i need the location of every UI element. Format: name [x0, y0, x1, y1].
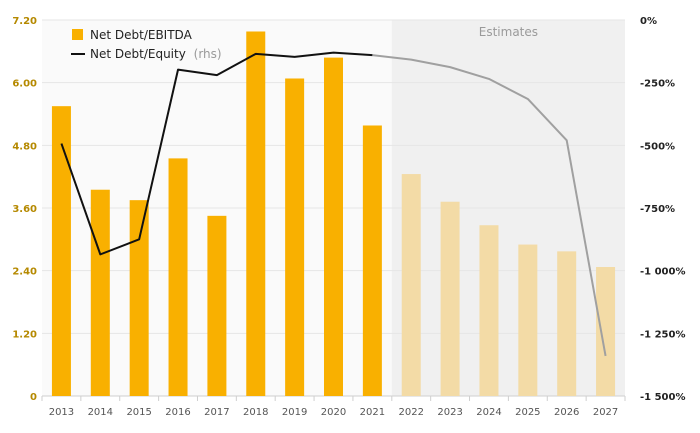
- bar: [207, 215, 227, 396]
- line-net-debt-equity-estimates: [372, 54, 607, 357]
- x-tick-label: 2013: [49, 407, 74, 418]
- x-tick-label: 2022: [399, 407, 424, 418]
- x-tick-label: 2025: [515, 407, 540, 418]
- bar: [324, 57, 343, 396]
- bar: [246, 31, 266, 396]
- legend-label-net-debt-equity-text: Net Debt/Equity: [90, 47, 186, 61]
- bar: [90, 189, 110, 396]
- left-axis: 0 1.20 2.40 3.60 4.80 6.00 7.20: [12, 16, 37, 403]
- legend-label-net-debt-ebitda: Net Debt/EBITDA: [90, 28, 193, 42]
- x-tick-label: 2021: [360, 407, 385, 418]
- legend-label-net-debt-equity-suffix: (rhs): [194, 47, 222, 61]
- x-axis: 2013 2014 2015 2016 2017 2018 2019 2020 2021 2022…: [41, 396, 626, 418]
- line-series: [60, 51, 607, 357]
- legend-label-net-debt-equity: Net Debt/Equity (rhs): [90, 47, 222, 61]
- legend: Net Debt/EBITDA Net Debt/Equity (rhs): [71, 28, 222, 61]
- left-tick-label: 3.60: [12, 204, 37, 215]
- x-tick-label: 2018: [243, 407, 268, 418]
- bar: [51, 106, 71, 397]
- bar: [557, 251, 577, 396]
- x-tick-label: 2026: [554, 407, 579, 418]
- bar: [440, 201, 460, 396]
- right-tick-label: -1 250%: [640, 329, 685, 340]
- bar: [596, 267, 616, 396]
- right-tick-label: -500%: [640, 141, 675, 152]
- bar: [362, 125, 382, 396]
- bar: [129, 200, 149, 396]
- bar: [285, 78, 305, 396]
- left-tick-label: 2.40: [12, 267, 37, 278]
- left-tick-label: 6.00: [12, 79, 37, 90]
- left-tick-label: 0: [30, 392, 37, 403]
- x-tick-label: 2020: [321, 407, 346, 418]
- right-tick-label: -750%: [640, 204, 675, 215]
- right-tick-label: 0%: [640, 16, 657, 27]
- x-tick-label: 2014: [88, 407, 113, 418]
- bar-series: [51, 31, 616, 397]
- estimates-label: Estimates: [479, 25, 538, 39]
- right-tick-label: -1 500%: [640, 392, 685, 403]
- bar: [401, 174, 421, 396]
- x-tick-label: 2024: [476, 407, 501, 418]
- bar: [518, 244, 538, 396]
- left-tick-label: 4.80: [12, 141, 37, 152]
- left-tick-label: 7.20: [12, 16, 37, 27]
- x-tick-label: 2023: [437, 407, 462, 418]
- x-tick-label: 2019: [282, 407, 307, 418]
- bar: [479, 225, 499, 396]
- x-tick-label: 2016: [165, 407, 190, 418]
- right-axis: 0% -250% -500% -750% -1 000% -1 250% -1 500%: [640, 16, 685, 403]
- right-tick-label: -1 000%: [640, 267, 685, 278]
- line-net-debt-equity: [60, 51, 373, 256]
- x-tick-label: 2017: [204, 407, 229, 418]
- left-tick-label: 1.20: [12, 329, 37, 340]
- x-tick-label: 2027: [593, 407, 618, 418]
- right-tick-label: -250%: [640, 79, 675, 90]
- legend-swatch-net-debt-ebitda: [72, 29, 83, 40]
- bar: [168, 158, 188, 396]
- x-tick-label: 2015: [126, 407, 151, 418]
